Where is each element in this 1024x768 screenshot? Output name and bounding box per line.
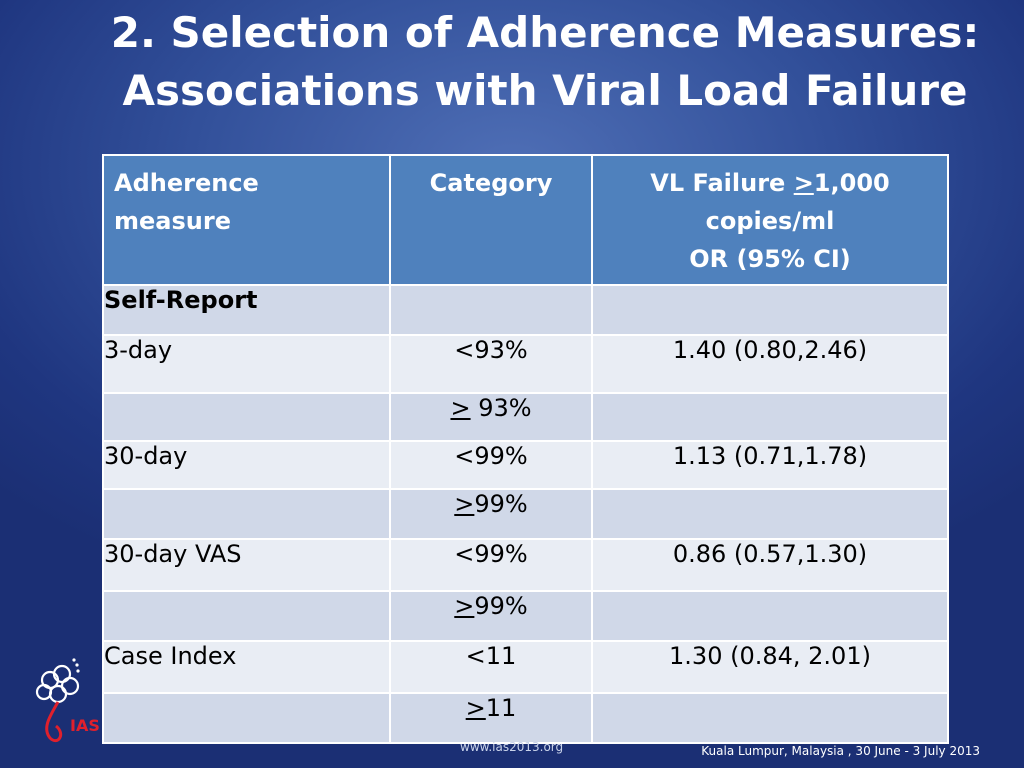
measure-cell bbox=[102, 692, 391, 744]
table-row: Case Index <11 1.30 (0.84, 2.01) bbox=[102, 640, 949, 694]
category-value: 11 bbox=[485, 694, 517, 722]
or-cell bbox=[591, 488, 949, 540]
category-cell: >99% bbox=[389, 488, 593, 540]
table-row: 30-day <99% 1.13 (0.71,1.78) bbox=[102, 440, 949, 490]
section-label: Self-Report bbox=[102, 284, 391, 336]
footer-location: Kuala Lumpur, Malaysia , 30 June - 3 Jul… bbox=[701, 744, 980, 758]
header-vl-line2: copies/ml bbox=[705, 207, 835, 235]
table-header-row: Adherence measure Category VL Failure >1… bbox=[102, 154, 949, 286]
table-row: >11 bbox=[102, 692, 949, 744]
header-measure-line2: measure bbox=[114, 207, 231, 235]
category-symbol: > bbox=[454, 592, 475, 620]
category-cell: > 93% bbox=[389, 392, 593, 442]
table-row: > 93% bbox=[102, 392, 949, 442]
or-cell bbox=[591, 392, 949, 442]
table-cell bbox=[591, 284, 949, 336]
table-cell bbox=[389, 284, 593, 336]
title-line-2: Associations with Viral Load Failure bbox=[122, 66, 968, 115]
table-row: >99% bbox=[102, 590, 949, 642]
table-row-section: Self-Report bbox=[102, 284, 949, 336]
category-cell: >99% bbox=[389, 590, 593, 642]
measure-cell bbox=[102, 392, 391, 442]
or-cell: 0.86 (0.57,1.30) bbox=[591, 538, 949, 592]
or-cell bbox=[591, 692, 949, 744]
header-vl-symbol: > bbox=[793, 169, 814, 197]
category-cell: <99% bbox=[389, 440, 593, 490]
category-cell: <11 bbox=[389, 640, 593, 694]
adherence-table: Adherence measure Category VL Failure >1… bbox=[102, 154, 949, 744]
category-value: 93% bbox=[470, 394, 532, 422]
header-vl-value: 1,000 bbox=[813, 169, 890, 197]
or-cell: 1.40 (0.80,2.46) bbox=[591, 334, 949, 394]
category-symbol: > bbox=[450, 394, 471, 422]
or-cell: 1.30 (0.84, 2.01) bbox=[591, 640, 949, 694]
table-row: 3-day <93% 1.40 (0.80,2.46) bbox=[102, 334, 949, 394]
header-adherence-measure: Adherence measure bbox=[102, 154, 391, 286]
category-value: 99% bbox=[474, 490, 528, 518]
header-vl-failure: VL Failure >1,000 copies/ml OR (95% CI) bbox=[591, 154, 949, 286]
measure-cell: 3-day bbox=[102, 334, 391, 394]
category-cell: <93% bbox=[389, 334, 593, 394]
category-cell: <99% bbox=[389, 538, 593, 592]
slide-title: 2. Selection of Adherence Measures: Asso… bbox=[40, 4, 1024, 120]
category-symbol: > bbox=[454, 490, 475, 518]
header-vl-prefix: VL Failure bbox=[650, 169, 794, 197]
category-cell: >11 bbox=[389, 692, 593, 744]
ias-logo-text: IAS bbox=[70, 716, 100, 735]
category-value: 99% bbox=[474, 592, 528, 620]
ias-logo-icon: IAS bbox=[35, 658, 100, 743]
table-row: 30-day VAS <99% 0.86 (0.57,1.30) bbox=[102, 538, 949, 592]
measure-cell bbox=[102, 488, 391, 540]
measure-cell: 30-day VAS bbox=[102, 538, 391, 592]
measure-cell bbox=[102, 590, 391, 642]
category-symbol: > bbox=[465, 694, 486, 722]
title-line-1: 2. Selection of Adherence Measures: bbox=[110, 8, 980, 57]
or-cell bbox=[591, 590, 949, 642]
header-measure-line1: Adherence bbox=[114, 169, 259, 197]
header-vl-line3: OR (95% CI) bbox=[689, 245, 851, 273]
table-row: >99% bbox=[102, 488, 949, 540]
header-category: Category bbox=[389, 154, 593, 286]
or-cell: 1.13 (0.71,1.78) bbox=[591, 440, 949, 490]
footer-website: www.ias2013.org bbox=[460, 740, 564, 754]
measure-cell: Case Index bbox=[102, 640, 391, 694]
measure-cell: 30-day bbox=[102, 440, 391, 490]
